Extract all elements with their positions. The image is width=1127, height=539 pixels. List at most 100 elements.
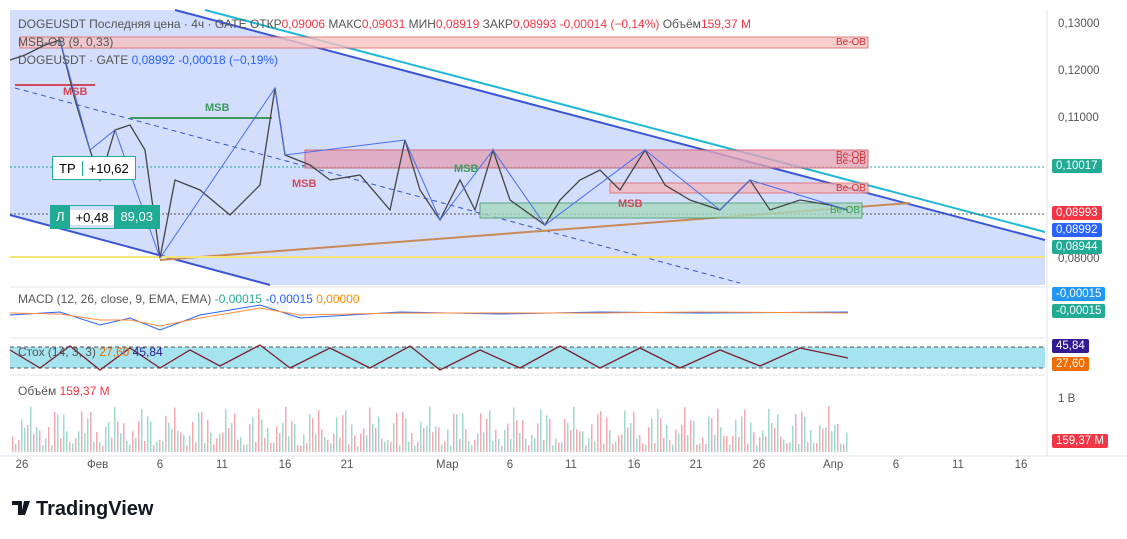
volume-bar [408, 441, 410, 452]
volume-bar [666, 424, 668, 452]
volume-legend: Объём 159,37 M [18, 384, 110, 398]
volume-bar [825, 427, 827, 452]
volume-bar [333, 433, 335, 452]
volume-bar [297, 445, 299, 452]
volume-bar [570, 430, 572, 452]
volume-bar [555, 438, 557, 452]
volume-bar [546, 415, 548, 452]
volume-bar [261, 419, 263, 452]
volume-bar [45, 438, 47, 452]
volume-bar [627, 427, 629, 452]
volume-bar [105, 426, 107, 452]
volume-bar [564, 418, 566, 452]
volume-bar [678, 433, 680, 452]
volume-bar [729, 444, 731, 452]
volume-bar [132, 431, 134, 452]
volume-bar [42, 445, 44, 452]
volume-bar [252, 417, 254, 452]
volume-bar [273, 442, 275, 452]
volume-bar [393, 423, 395, 452]
volume-bar [534, 438, 536, 452]
volume-bar [843, 444, 845, 452]
volume-bar [360, 433, 362, 452]
volume-bar [213, 444, 215, 452]
time-tick: 11 [216, 459, 228, 471]
volume-bar [840, 443, 842, 452]
volume-bar [762, 430, 764, 452]
volume-bar [582, 431, 584, 452]
volume-bar [174, 407, 176, 452]
volume-bar [735, 419, 737, 452]
time-tick: 16 [1014, 459, 1028, 471]
volume-bar [99, 442, 101, 452]
volume-bar [585, 445, 587, 452]
volume-bar [324, 437, 326, 452]
volume-bar [804, 416, 806, 452]
volume-bar [126, 440, 128, 452]
volume-bar [423, 428, 425, 452]
volume-bar [303, 434, 305, 452]
value: 159,37 M [700, 17, 751, 31]
volume-bar [243, 445, 245, 452]
time-tick: 6 [506, 459, 514, 471]
volume-bar [621, 434, 623, 452]
volume-bar [153, 444, 155, 452]
volume-bar [747, 443, 749, 452]
volume-bar [255, 442, 257, 452]
volume-bar [195, 442, 197, 452]
value: 0,00000 [316, 292, 360, 306]
volume-bar [537, 423, 539, 452]
volume-bar [468, 440, 470, 452]
volume-bar [642, 443, 644, 452]
volume-bar [714, 434, 716, 452]
volume-bar [405, 418, 407, 452]
volume-bar [474, 439, 476, 452]
volume-bar [657, 408, 659, 452]
volume-bar [372, 423, 374, 452]
volume-bar [129, 444, 131, 452]
volume-bar [477, 433, 479, 452]
volume-bar [480, 413, 482, 452]
volume-bar [567, 423, 569, 452]
volume-bar [504, 429, 506, 452]
volume-bar [396, 412, 398, 452]
volume-bar [267, 427, 269, 452]
volume-bar [798, 444, 800, 452]
volume-bar [390, 442, 392, 452]
value: 45,84 [132, 345, 163, 359]
volume-bar [162, 440, 164, 452]
volume-bar [471, 444, 473, 452]
volume-bar [351, 424, 353, 452]
volume-bar [165, 416, 167, 452]
volume-bar [294, 423, 296, 452]
volume-bar [456, 414, 458, 452]
time-tick: 11 [565, 459, 577, 471]
volume-bar [321, 429, 323, 452]
volume-bar [342, 415, 344, 452]
l: Л [51, 206, 70, 228]
ob-label: Be-OB [836, 150, 867, 161]
order-block [304, 149, 869, 169]
volume-bar [399, 445, 401, 452]
volume-bar [318, 409, 320, 452]
volume-bar [414, 445, 416, 452]
volume-bar [234, 413, 236, 452]
volume-bar [786, 443, 788, 452]
volume-bar [144, 440, 146, 452]
volume-bar [795, 414, 797, 452]
volume-bar [498, 439, 500, 452]
signal-line [9, 307, 849, 327]
volume-bar [168, 422, 170, 452]
symbol-line: DOGEUSDT · GATE 0,08992 -0,00018 (−0,19%… [18, 53, 278, 67]
volume-bar [378, 416, 380, 452]
msb-label: MSB [454, 163, 479, 175]
volume-bar [228, 428, 230, 452]
volume-bar [366, 435, 368, 452]
volume-bar [291, 420, 293, 452]
time-tick: Апр [823, 459, 844, 471]
logo: TradingView [36, 498, 154, 520]
ob-label: Be-OB [836, 156, 867, 167]
value: 0,08919 [435, 17, 480, 31]
volume-bars [12, 406, 848, 452]
